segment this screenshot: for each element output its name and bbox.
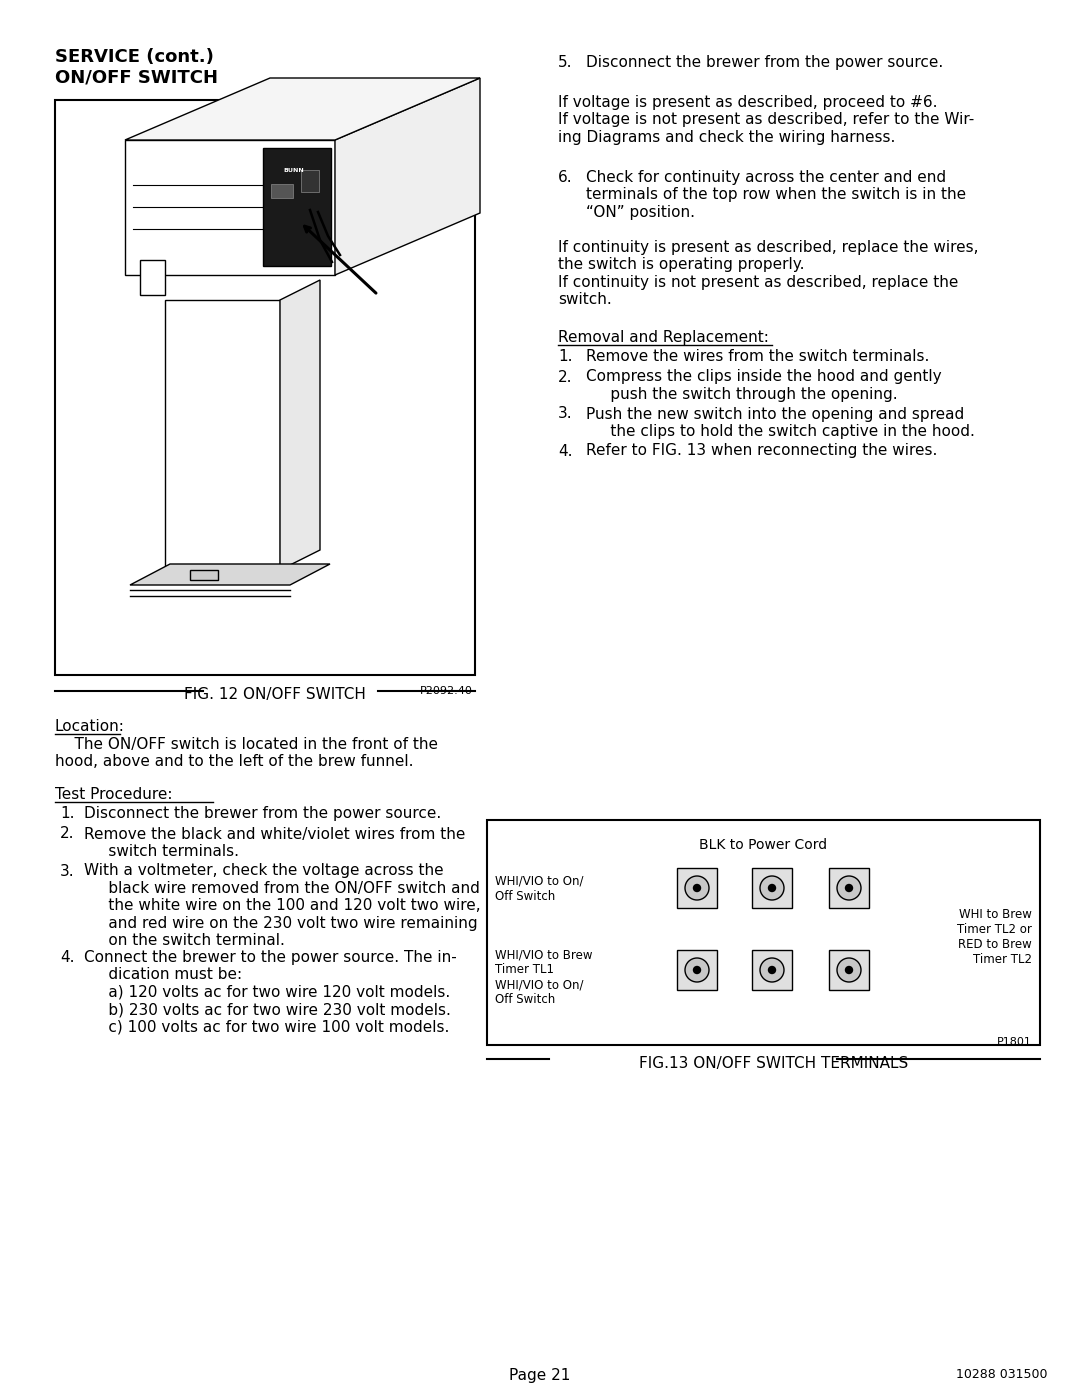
- Text: Page 21: Page 21: [510, 1368, 570, 1383]
- Circle shape: [769, 884, 775, 891]
- Circle shape: [769, 967, 775, 974]
- Text: Location:: Location:: [55, 719, 125, 733]
- Text: Remove the black and white/violet wires from the
     switch terminals.: Remove the black and white/violet wires …: [84, 827, 465, 859]
- Text: BLK to Power Cord: BLK to Power Cord: [700, 838, 827, 852]
- Text: WHI to Brew
Timer TL2 or
RED to Brew
Timer TL2: WHI to Brew Timer TL2 or RED to Brew Tim…: [957, 908, 1032, 965]
- Text: Disconnect the brewer from the power source.: Disconnect the brewer from the power sou…: [586, 54, 943, 70]
- Text: Remove the wires from the switch terminals.: Remove the wires from the switch termina…: [586, 349, 930, 365]
- Text: 5.: 5.: [558, 54, 572, 70]
- Text: 1.: 1.: [60, 806, 75, 821]
- Text: If voltage is present as described, proceed to #6.
If voltage is not present as : If voltage is present as described, proc…: [558, 95, 974, 145]
- Text: 4.: 4.: [558, 443, 572, 458]
- Text: 1.: 1.: [558, 349, 572, 365]
- Bar: [677, 950, 717, 990]
- Circle shape: [837, 958, 861, 982]
- Text: Removal and Replacement:: Removal and Replacement:: [558, 330, 769, 345]
- Text: 10288 031500: 10288 031500: [957, 1368, 1048, 1382]
- Text: P1801: P1801: [997, 1037, 1032, 1046]
- Text: Test Procedure:: Test Procedure:: [55, 787, 173, 802]
- Text: WHI/VIO to Brew
Timer TL1: WHI/VIO to Brew Timer TL1: [495, 949, 593, 977]
- Circle shape: [693, 884, 701, 891]
- Polygon shape: [280, 279, 320, 570]
- Text: If continuity is present as described, replace the wires,
the switch is operatin: If continuity is present as described, r…: [558, 240, 978, 307]
- Circle shape: [693, 967, 701, 974]
- Text: WHI/VIO to On/
Off Switch: WHI/VIO to On/ Off Switch: [495, 875, 583, 902]
- Circle shape: [837, 876, 861, 900]
- Text: The ON/OFF switch is located in the front of the
hood, above and to the left of : The ON/OFF switch is located in the fron…: [55, 738, 438, 770]
- Bar: [271, 184, 293, 198]
- Circle shape: [685, 958, 708, 982]
- Circle shape: [846, 884, 852, 891]
- Text: FIG.13 ON/OFF SWITCH TERMINALS: FIG.13 ON/OFF SWITCH TERMINALS: [639, 1056, 908, 1071]
- Polygon shape: [125, 78, 480, 140]
- Bar: [829, 950, 869, 990]
- Text: 4.: 4.: [60, 950, 75, 965]
- Bar: [487, 820, 1040, 1045]
- Text: FIG. 12 ON/OFF SWITCH: FIG. 12 ON/OFF SWITCH: [184, 687, 366, 703]
- Text: Check for continuity across the center and end
terminals of the top row when the: Check for continuity across the center a…: [586, 170, 967, 219]
- Polygon shape: [140, 260, 165, 295]
- Bar: [55, 101, 475, 675]
- Bar: [752, 950, 792, 990]
- Circle shape: [760, 876, 784, 900]
- Bar: [301, 170, 319, 191]
- Text: 2.: 2.: [558, 369, 572, 384]
- Text: Compress the clips inside the hood and gently
     push the switch through the o: Compress the clips inside the hood and g…: [586, 369, 942, 402]
- Text: SERVICE (cont.): SERVICE (cont.): [55, 47, 214, 66]
- Bar: [264, 148, 330, 265]
- Text: BUNN: BUNN: [283, 168, 303, 172]
- Text: 2.: 2.: [60, 827, 75, 841]
- Bar: [165, 300, 280, 570]
- Bar: [125, 140, 335, 275]
- Text: Disconnect the brewer from the power source.: Disconnect the brewer from the power sou…: [84, 806, 442, 821]
- Text: 3.: 3.: [60, 863, 75, 879]
- Polygon shape: [130, 564, 330, 585]
- Text: 3.: 3.: [558, 407, 572, 422]
- Text: With a voltmeter, check the voltage across the
     black wire removed from the : With a voltmeter, check the voltage acro…: [84, 863, 481, 949]
- Text: WHI/VIO to On/
Off Switch: WHI/VIO to On/ Off Switch: [495, 978, 583, 1006]
- Bar: [829, 868, 869, 908]
- Text: ON/OFF SWITCH: ON/OFF SWITCH: [55, 68, 218, 87]
- Bar: [190, 570, 218, 580]
- Text: Connect the brewer to the power source. The in-
     dication must be:
     a) 1: Connect the brewer to the power source. …: [84, 950, 457, 1035]
- Bar: [752, 868, 792, 908]
- Text: 6.: 6.: [558, 170, 572, 184]
- Text: Push the new switch into the opening and spread
     the clips to hold the switc: Push the new switch into the opening and…: [586, 407, 975, 439]
- Text: P2092.40: P2092.40: [420, 686, 473, 696]
- Circle shape: [685, 876, 708, 900]
- Circle shape: [846, 967, 852, 974]
- Circle shape: [760, 958, 784, 982]
- Bar: [677, 868, 717, 908]
- Polygon shape: [335, 78, 480, 275]
- Text: Refer to FIG. 13 when reconnecting the wires.: Refer to FIG. 13 when reconnecting the w…: [586, 443, 937, 458]
